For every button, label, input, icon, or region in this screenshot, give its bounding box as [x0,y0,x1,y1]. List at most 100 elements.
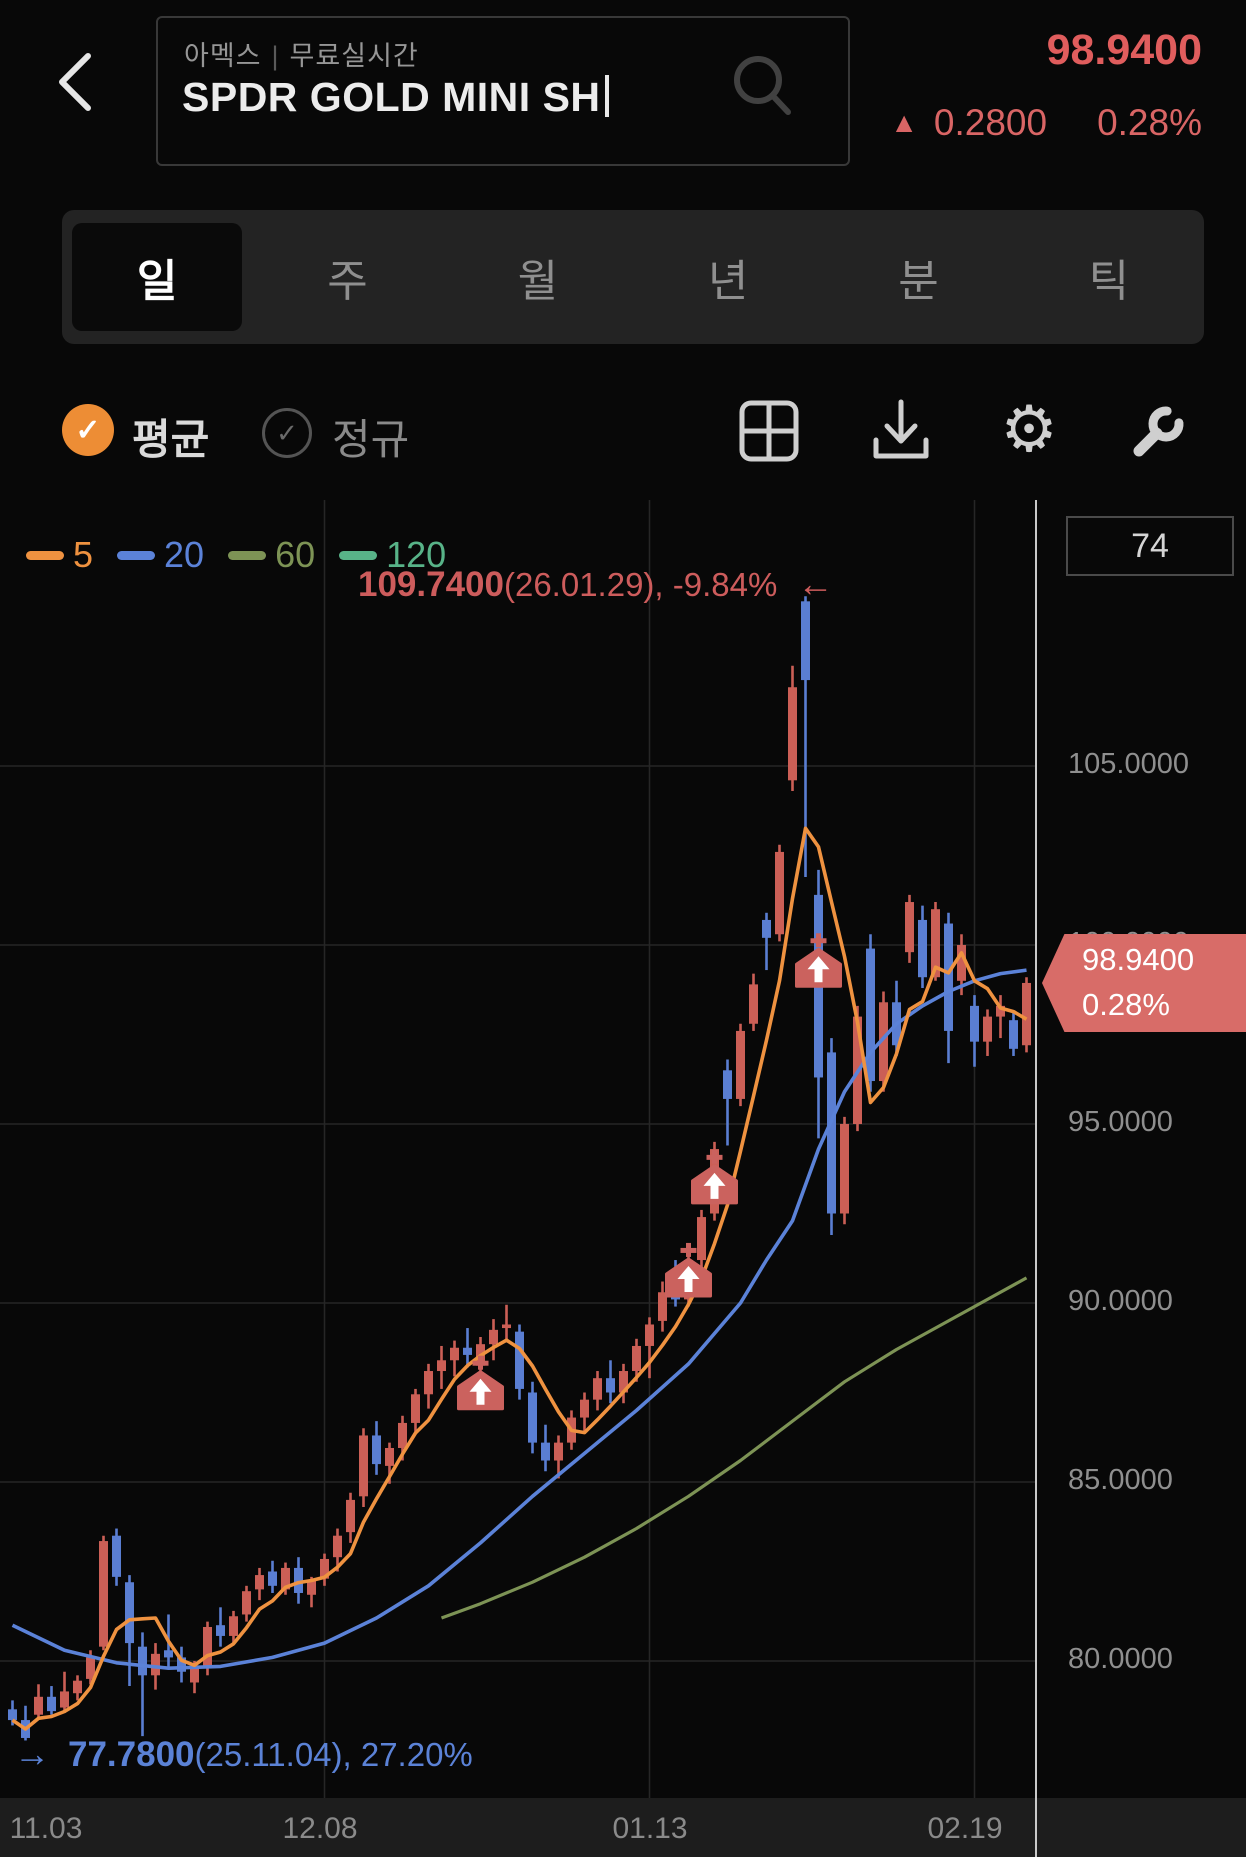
candle-body [957,945,966,981]
x-axis-label: 12.08 [282,1812,358,1845]
tab-minute[interactable]: 분 [898,257,939,306]
layout-grid-icon[interactable] [736,398,802,464]
ma-legend: 5 20 60 120 [26,534,446,576]
candle-body [1009,1020,1018,1049]
price-tag-percent: 0.28% [1082,987,1170,1022]
candle-body [541,1442,550,1461]
candle-body [970,1005,979,1042]
candle-body [606,1378,615,1393]
candle-body [632,1345,641,1372]
legend-ma5: 5 [26,534,93,576]
price-chart[interactable] [0,500,1246,1798]
candle-body [983,1016,992,1042]
tab-tick[interactable]: 틱 [1088,257,1130,306]
candle-body [307,1580,316,1595]
candle-body [60,1691,69,1708]
right-arrow-icon: → [14,1733,50,1774]
tab-month[interactable]: 월 [517,257,559,306]
text-caret [604,75,609,117]
tab-year[interactable]: 년 [707,257,749,306]
candle-body [112,1535,121,1577]
buy-marker-up-arrow [703,1172,726,1199]
candle-body [8,1709,17,1721]
tab-day[interactable]: 일 [72,223,243,331]
candle-body [905,902,914,953]
candle-body [866,948,875,1082]
candle-body [164,1650,173,1658]
candle-body [619,1371,628,1393]
candle-body [281,1567,290,1590]
candle-body [528,1392,537,1443]
candle-body [736,1030,745,1099]
candle-body [879,1002,888,1082]
candle-body [99,1541,108,1647]
change-percent: 0.28% [1097,102,1202,143]
candle-body [723,1070,732,1099]
feed-label: 무료실시간 [289,41,419,71]
candle-body [411,1394,420,1423]
candle-body [658,1292,667,1321]
symbol-name: SPDR GOLD MINI SH [182,74,609,121]
download-icon[interactable] [868,398,934,464]
candle-body [125,1582,134,1644]
candle-body [359,1435,368,1497]
candle-body [788,687,797,781]
candle-body [47,1696,56,1712]
candle-body [138,1646,147,1676]
interval-tabbar: 일 주 월 년 분 틱 [62,210,1204,344]
bar-counter-box[interactable]: 74 [1066,516,1234,576]
candle-body [931,909,940,978]
candle-body [645,1324,654,1346]
candle-body [151,1653,160,1676]
candle-body [580,1399,589,1418]
candle-body [437,1360,446,1372]
regular-label[interactable]: 정규 [332,416,410,463]
axis-divider [1035,500,1037,1857]
high-annotation: 109.7400(26.01.29), -9.84% ← [358,563,834,604]
tab-week[interactable]: 주 [327,257,368,306]
candle-body [996,1005,1005,1017]
candle-body [372,1435,381,1465]
buy-marker-up-arrow [677,1265,700,1292]
left-arrow-icon: ← [797,563,834,604]
search-icon[interactable] [728,52,798,126]
candle-body [775,851,784,935]
separator: | [271,41,280,71]
candle-body [320,1558,329,1579]
settings-gear-icon[interactable]: ⚙ [1000,393,1058,465]
ma60-dash-icon [228,550,267,560]
regular-checkbox-icon[interactable]: ✓ [262,408,312,458]
candle-body [489,1329,498,1345]
tools-wrench-icon[interactable] [1126,398,1192,464]
avg-label[interactable]: 평균 [132,416,210,463]
change-value: 0.2800 [933,102,1048,143]
legend-ma20: 20 [117,534,204,576]
back-chevron-icon[interactable] [52,50,98,114]
candle-body [450,1347,459,1361]
x-axis-label: 02.19 [927,1812,1003,1845]
buy-marker-cross [680,1247,697,1253]
ma5-dash-icon [26,550,64,560]
candle-body [944,923,953,1031]
candle-body [593,1378,602,1400]
candle-body [385,1447,394,1466]
buy-marker-up-arrow [469,1378,492,1405]
candle-body [515,1331,524,1389]
candle-body [294,1567,303,1593]
buy-marker-up-arrow [807,956,830,983]
symbol-search-box[interactable] [156,16,850,166]
avg-checkbox-checked-icon[interactable]: ✓ [62,404,114,456]
candle-body [216,1625,225,1636]
ma60-line [440,1276,1028,1620]
candle-body [73,1680,82,1694]
candle-body [398,1422,407,1448]
ma120-dash-icon [339,550,378,560]
current-price: 98.9400 [1046,26,1202,74]
buy-marker-cross [472,1360,489,1366]
candle-body [229,1616,238,1636]
candle-body [190,1668,199,1683]
ma20-line [11,968,1027,1670]
legend-ma120: 120 [339,534,446,576]
candle-body [918,919,927,978]
